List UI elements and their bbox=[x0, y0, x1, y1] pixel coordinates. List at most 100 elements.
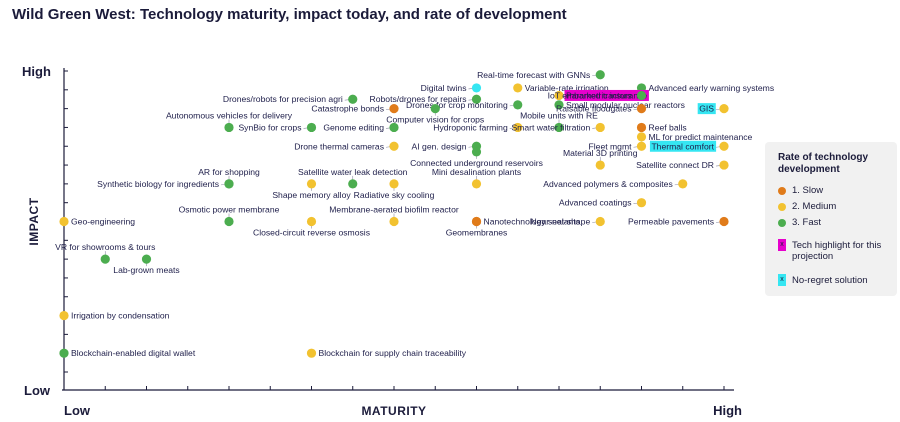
point-marker-digital-twins bbox=[471, 83, 482, 93]
chart-title: Wild Green West: Technology maturity, im… bbox=[12, 6, 567, 23]
point-osmotic-power-membrane: Osmotic power membrane bbox=[179, 205, 280, 227]
point-label-small-modular-nuclear-reactors: Small modular nuclear reactors bbox=[566, 100, 685, 110]
point-label-geomembranes: Geomembranes bbox=[446, 228, 508, 238]
point-marker-smart-water-filtration bbox=[595, 122, 605, 133]
point-marker-hydroponic-farming bbox=[513, 122, 523, 133]
point-synthetic-biology-for-ingredients: Synthetic biology for ingredients bbox=[97, 179, 234, 189]
point-geo-engineering: Geo-engineering bbox=[59, 217, 135, 227]
point-autonomous-vehicles-for-delivery: Autonomous vehicles for delivery bbox=[166, 110, 293, 133]
point-irrigation-by-condensation: Irrigation by condensation bbox=[59, 310, 170, 321]
point-marker-blockchain-enabled-digital-wallet bbox=[59, 348, 69, 358]
point-label-iot-embarked-tractors: IoT embarked tractors bbox=[548, 90, 632, 100]
point-label-satellite-connect-dr: Satellite connect DR bbox=[636, 160, 714, 170]
point-raisable-floodgates: Raisable floodgates bbox=[556, 104, 647, 114]
point-mini-desalination-plants: Mini desalination plants bbox=[432, 167, 521, 189]
legend-label-slow: 1. Slow bbox=[792, 185, 824, 196]
point-marker-synbio-for-crops bbox=[306, 122, 317, 133]
point-label-ai-gen-design: AI gen. design bbox=[412, 141, 467, 151]
point-label-smart-water-filtration: Smart water filtration bbox=[511, 122, 590, 132]
point-reef-balls: Reef balls bbox=[636, 122, 687, 132]
point-marker-vr-for-showrooms-tours bbox=[100, 254, 110, 264]
legend-label-medium: 2. Medium bbox=[792, 201, 837, 212]
point-marker-radiative-sky-cooling bbox=[389, 179, 399, 189]
point-lab-grown-meats: Lab-grown meats bbox=[113, 254, 180, 275]
point-label-connected-underground-reservoirs: Connected underground reservoirs bbox=[410, 158, 543, 168]
point-marker-irrigation-by-condensation bbox=[59, 310, 69, 321]
point-label-drone-thermal-cameras: Drone thermal cameras bbox=[294, 141, 384, 151]
point-marker-small-modular-nuclear-reactors bbox=[554, 100, 564, 110]
point-material-3d-printing: Material 3D printing bbox=[563, 148, 638, 170]
point-nanotechnology-sealants: Nanotechnology sealants bbox=[471, 217, 581, 227]
point-label-drones-for-crop-monitoring: Drones for crop monitoring bbox=[406, 100, 508, 110]
point-near-net-shape: Near-net-shape bbox=[531, 217, 605, 227]
point-marker-geo-engineering bbox=[59, 216, 69, 227]
point-marker-fleet-mgmt bbox=[636, 141, 647, 151]
point-small-modular-nuclear-reactors: Small modular nuclear reactors bbox=[554, 100, 685, 110]
point-marker-parametric-insurance bbox=[554, 90, 564, 101]
point-label-geo-engineering: Geo-engineering bbox=[71, 217, 135, 227]
point-radiative-sky-cooling: Radiative sky cooling bbox=[354, 179, 435, 200]
point-variable-rate-irrigation: Variable-rate irrigation bbox=[513, 83, 609, 93]
point-mobile-units-with-re: Mobile units with RE bbox=[520, 110, 598, 133]
point-vr-for-showrooms-tours: VR for showrooms & tours bbox=[55, 242, 155, 264]
point-label-osmotic-power-membrane: Osmotic power membrane bbox=[179, 205, 280, 215]
point-label-blockchain-for-supply-chain-traceability: Blockchain for supply chain traceability bbox=[319, 348, 467, 358]
point-label-irrigation-by-condensation: Irrigation by condensation bbox=[71, 311, 170, 321]
point-fleet-mgmt: Fleet mgmt bbox=[589, 141, 647, 151]
point-label-reef-balls: Reef balls bbox=[649, 122, 687, 132]
point-iot-embarked-tractors: IoT embarked tractors bbox=[548, 90, 647, 100]
point-permeable-pavements: Permeable pavements bbox=[628, 217, 729, 227]
point-blockchain-for-supply-chain-traceability: Blockchain for supply chain traceability bbox=[306, 348, 467, 358]
point-label-raisable-floodgates: Raisable floodgates bbox=[556, 104, 632, 114]
point-marker-computer-vision-for-crops bbox=[430, 104, 440, 114]
point-catastrophe-bonds: Catastrophe bonds bbox=[311, 104, 399, 114]
point-label-variable-rate-irrigation: Variable-rate irrigation bbox=[525, 83, 609, 93]
legend-swatch-slow bbox=[778, 187, 786, 195]
point-marker-satellite-water-leak-detection bbox=[348, 179, 358, 189]
legend-swatch-fast bbox=[778, 219, 786, 227]
point-label-material-3d-printing: Material 3D printing bbox=[563, 148, 638, 158]
point-advanced-polymers-composites: Advanced polymers & composites bbox=[543, 179, 688, 189]
label-highlight-gis bbox=[697, 103, 716, 115]
legend-label-tech-highlight: Tech highlight for this projection bbox=[792, 240, 882, 262]
point-smart-water-filtration: Smart water filtration bbox=[511, 122, 605, 133]
point-parametric-insurance: Parametric insurance bbox=[554, 89, 649, 101]
point-marker-drones-robots-for-precision-agri bbox=[348, 94, 358, 104]
x-axis-high-label: High bbox=[713, 403, 742, 418]
legend-label-no-regret: No-regret solution bbox=[792, 275, 868, 286]
points-layer: Digital twins Real-time forecast with GNN… bbox=[55, 70, 774, 358]
legend-label-fast: 3. Fast bbox=[792, 217, 822, 228]
point-marker-connected-underground-reservoirs bbox=[471, 147, 482, 157]
point-thermal-comfort: Thermal comfort bbox=[649, 140, 729, 152]
point-marker-satellite-connect-dr bbox=[719, 160, 729, 170]
point-marker-synthetic-biology-for-ingredients bbox=[224, 179, 234, 189]
point-label-autonomous-vehicles-for-delivery: Autonomous vehicles for delivery bbox=[166, 110, 293, 120]
point-label-satellite-water-leak-detection: Satellite water leak detection bbox=[298, 167, 408, 177]
point-label-nanotechnology-sealants: Nanotechnology sealants bbox=[484, 217, 581, 227]
point-label-membrane-aerated-biofilm-reactor: Membrane-aerated biofilm reactor bbox=[329, 205, 459, 215]
point-label-radiative-sky-cooling: Radiative sky cooling bbox=[354, 190, 435, 200]
point-label-digital-twins: Digital twins bbox=[421, 83, 467, 93]
point-marker-drone-thermal-cameras bbox=[389, 141, 399, 151]
point-gis: GIS bbox=[697, 103, 729, 115]
point-marker-lab-grown-meats bbox=[141, 254, 152, 264]
point-marker-closed-circuit-reverse-osmosis bbox=[306, 216, 317, 227]
point-marker-blockchain-for-supply-chain-traceability bbox=[306, 348, 317, 358]
point-label-thermal-comfort: Thermal comfort bbox=[651, 141, 714, 151]
point-label-permeable-pavements: Permeable pavements bbox=[628, 217, 714, 227]
point-genome-editing: Genome editing bbox=[323, 122, 399, 132]
point-label-hydroponic-farming: Hydroponic farming bbox=[433, 122, 508, 132]
point-marker-thermal-comfort bbox=[719, 141, 729, 151]
point-marker-osmotic-power-membrane bbox=[224, 216, 234, 227]
point-label-shape-memory-alloy: Shape memory alloy bbox=[272, 190, 351, 200]
point-label-genome-editing: Genome editing bbox=[323, 122, 384, 132]
point-marker-gis bbox=[719, 104, 729, 114]
point-advanced-early-warning-systems: Advanced early warning systems bbox=[636, 83, 774, 93]
point-marker-permeable-pavements bbox=[719, 216, 729, 227]
point-label-synthetic-biology-for-ingredients: Synthetic biology for ingredients bbox=[97, 179, 219, 189]
point-real-time-forecast-with-gnns: Real-time forecast with GNNs bbox=[477, 70, 605, 80]
point-label-ar-for-shopping: AR for shopping bbox=[198, 167, 260, 177]
point-label-robots-drones-for-repairs: Robots/drones for repairs bbox=[370, 94, 467, 104]
point-label-vr-for-showrooms-tours: VR for showrooms & tours bbox=[55, 242, 155, 252]
point-satellite-connect-dr: Satellite connect DR bbox=[636, 160, 729, 170]
